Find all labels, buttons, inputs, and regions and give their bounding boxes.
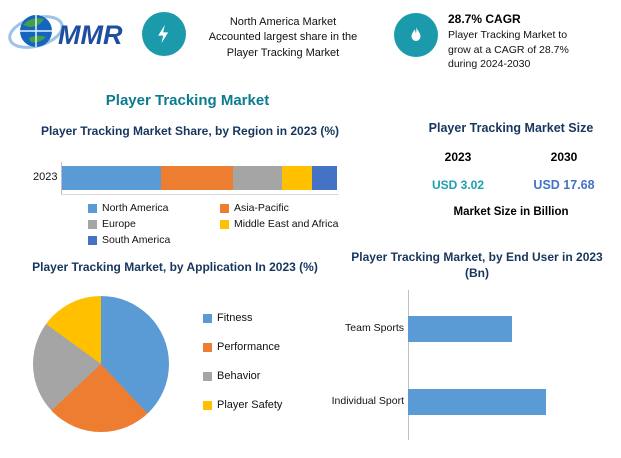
application-legend: Fitness Performance Behavior Player Safety [203, 312, 282, 411]
cagr-title: 28.7% CAGR [448, 12, 521, 26]
legend-swatch [203, 342, 212, 352]
legend-label: North America [102, 202, 169, 214]
legend-item-performance: Performance [203, 341, 282, 353]
market-size-year-2030: 2030 [550, 150, 578, 164]
legend-item-asia-pacific: Asia-Pacific [220, 202, 354, 214]
legend-label: Performance [217, 341, 280, 353]
legend-swatch [88, 219, 97, 229]
legend-label: Asia-Pacific [234, 202, 289, 214]
bar-segment-europe [232, 166, 282, 190]
legend-label: Europe [102, 218, 136, 230]
market-size-value-2023: USD 3.02 [431, 178, 485, 192]
enduser-bar-team-sports [408, 315, 513, 342]
legend-item-player-safety: Player Safety [203, 399, 282, 411]
legend-item-south-america: South America [88, 234, 220, 246]
brand-text: MMR [58, 20, 123, 50]
region-y-axis [61, 162, 62, 194]
bar-segment-south-america [312, 166, 337, 190]
headline-north-america: North America Market Accounted largest s… [208, 16, 358, 59]
enduser-chart: Team Sports Individual Sport [320, 292, 617, 438]
legend-swatch [203, 313, 212, 323]
legend-item-middle-east-and-africa: Middle East and Africa [220, 218, 354, 230]
cagr-text: Player Tracking Market to grow at a CAGR… [448, 29, 569, 71]
legend-swatch [88, 203, 97, 213]
legend-swatch [203, 371, 212, 381]
legend-item-fitness: Fitness [203, 312, 282, 324]
legend-label: Middle East and Africa [234, 218, 339, 230]
main-title: Player Tracking Market [105, 92, 270, 109]
legend-item-behavior: Behavior [203, 370, 282, 382]
cagr-block: 28.7% CAGR Player Tracking Market to gro… [448, 12, 618, 72]
enduser-row-team-sports: Team Sports [320, 292, 617, 365]
bar-segment-middle-east-and-africa [282, 166, 313, 190]
legend-swatch [88, 235, 97, 245]
region-x-axis [61, 194, 339, 195]
globe-icon: MMR [8, 15, 123, 50]
bar-segment-asia-pacific [161, 166, 233, 190]
market-size-value-2030: USD 17.68 [533, 178, 595, 192]
legend-swatch [203, 400, 212, 410]
market-size-year-2023: 2023 [444, 150, 472, 164]
legend-label: Player Safety [217, 399, 283, 411]
region-axis-label: 2023 [33, 171, 58, 183]
region-stacked-bar [62, 166, 337, 190]
region-legend: North America Asia-Pacific Europe Middle Ea… [88, 202, 354, 246]
legend-swatch [220, 219, 229, 229]
enduser-bar-individual-sport [408, 388, 546, 415]
legend-label: Behavior [217, 370, 261, 382]
legend-label: Fitness [217, 312, 253, 324]
application-pie [33, 296, 169, 432]
market-size-note: Market Size in Billion [453, 206, 569, 218]
flame-badge [394, 13, 438, 57]
market-size-title: Player Tracking Market Size [428, 121, 594, 135]
bar-segment-north-america [62, 166, 161, 190]
region-chart-title: Player Tracking Market Share, by Region … [40, 124, 340, 138]
lightning-badge [142, 12, 186, 56]
enduser-chart-title: Player Tracking Market, by End User in 2… [351, 250, 603, 280]
application-chart-title: Player Tracking Market, by Application I… [32, 260, 318, 274]
lightning-icon [158, 24, 169, 44]
flame-icon [411, 26, 421, 41]
legend-item-north-america: North America [88, 202, 220, 214]
legend-swatch [220, 203, 229, 213]
legend-label: South America [102, 234, 171, 246]
enduser-label: Individual Sport [331, 395, 404, 408]
mmr-logo: MMR [8, 4, 138, 63]
enduser-row-individual-sport: Individual Sport [320, 365, 617, 438]
legend-item-europe: Europe [88, 218, 220, 230]
enduser-label: Team Sports [345, 322, 404, 335]
enduser-y-axis [408, 290, 409, 440]
